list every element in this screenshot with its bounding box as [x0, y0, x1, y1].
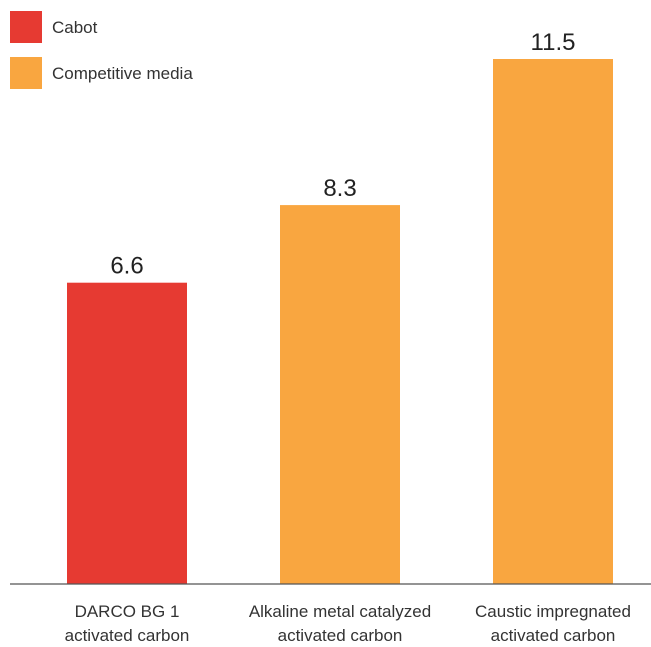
category-label-2: Alkaline metal catalyzed activated carbon	[249, 602, 431, 645]
legend-swatch-cabot	[10, 11, 42, 43]
bars	[67, 59, 613, 584]
legend: Cabot Competitive media	[10, 11, 193, 89]
category-labels: DARCO BG 1 activated carbon Alkaline metal…	[65, 602, 631, 645]
value-labels: 6.6 8.3 11.5	[110, 29, 575, 280]
bar-2	[280, 205, 400, 584]
value-label-2: 8.3	[323, 175, 356, 202]
bar-3	[493, 59, 613, 584]
value-label-1: 6.6	[110, 253, 143, 280]
bar-1	[67, 282, 187, 584]
legend-label-cabot: Cabot	[52, 18, 98, 37]
legend-swatch-competitive-media	[10, 57, 42, 89]
value-label-3: 11.5	[531, 29, 576, 56]
legend-label-competitive-media: Competitive media	[52, 64, 193, 83]
category-label-1: DARCO BG 1 activated carbon	[65, 602, 190, 645]
category-label-3: Caustic impregnated activated carbon	[475, 602, 631, 645]
